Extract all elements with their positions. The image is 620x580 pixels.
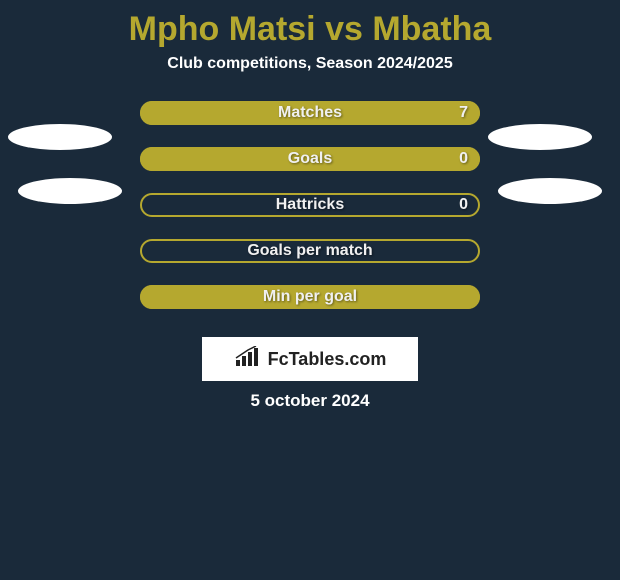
stat-bar: Goals per match [140, 239, 480, 263]
decorative-ellipse [498, 178, 602, 204]
stat-row: Min per goal [0, 275, 620, 321]
stat-label: Goals per match [140, 239, 480, 263]
stat-value-right: 0 [459, 193, 468, 217]
page-title: Mpho Matsi vs Mbatha [0, 0, 620, 55]
stat-value-right: 0 [459, 147, 468, 171]
decorative-ellipse [18, 178, 122, 204]
stat-label: Hattricks [140, 193, 480, 217]
stat-bar: Goals [140, 147, 480, 171]
stat-label: Matches [140, 101, 480, 125]
chart-icon [234, 346, 262, 373]
page-subtitle: Club competitions, Season 2024/2025 [0, 55, 620, 91]
stat-bar: Min per goal [140, 285, 480, 309]
brand-logo-box: FcTables.com [202, 337, 418, 381]
stat-row: Goals per match [0, 229, 620, 275]
brand-text: FcTables.com [268, 349, 387, 370]
decorative-ellipse [8, 124, 112, 150]
stat-label: Goals [140, 147, 480, 171]
decorative-ellipse [488, 124, 592, 150]
stat-bar: Matches [140, 101, 480, 125]
stat-bar: Hattricks [140, 193, 480, 217]
footer-date: 5 october 2024 [0, 391, 620, 411]
stat-value-right: 7 [459, 101, 468, 125]
stat-label: Min per goal [140, 285, 480, 309]
